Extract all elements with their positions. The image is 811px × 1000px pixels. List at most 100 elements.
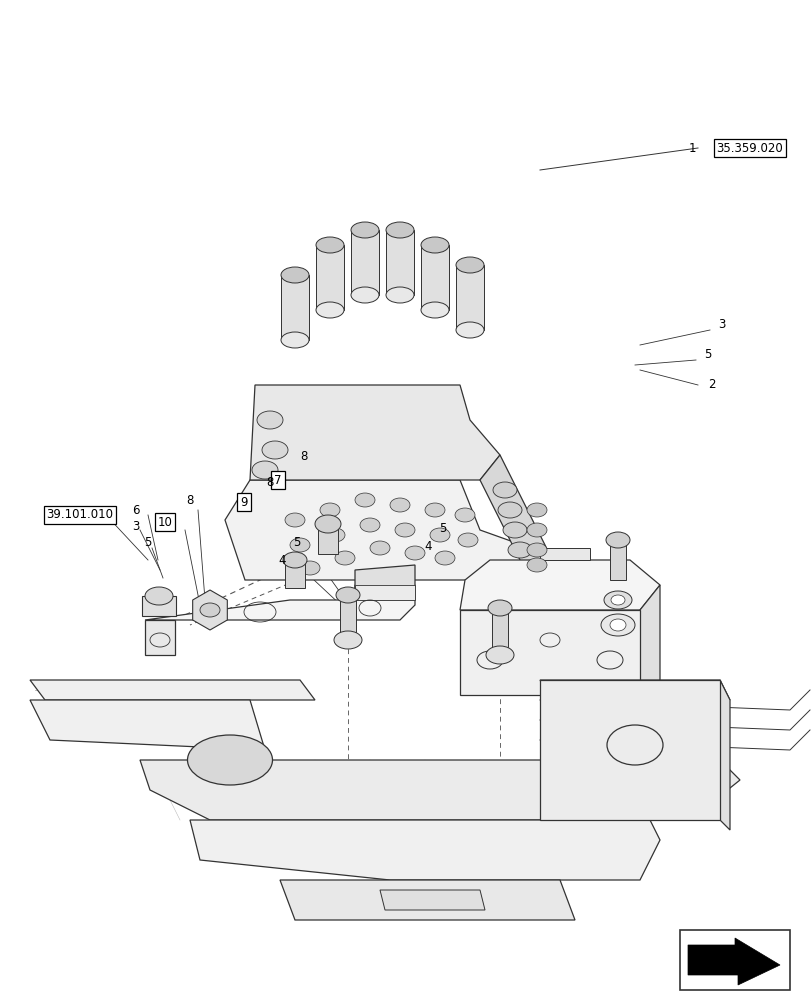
Ellipse shape	[370, 541, 389, 555]
Polygon shape	[250, 385, 500, 480]
Ellipse shape	[456, 257, 483, 273]
Ellipse shape	[430, 528, 449, 542]
Ellipse shape	[354, 493, 375, 507]
Bar	[456, 265, 483, 330]
Text: 5: 5	[144, 536, 152, 550]
Polygon shape	[225, 480, 549, 580]
Ellipse shape	[283, 552, 307, 568]
Ellipse shape	[508, 542, 531, 558]
Polygon shape	[145, 585, 414, 620]
Ellipse shape	[315, 302, 344, 318]
Ellipse shape	[333, 631, 362, 649]
Ellipse shape	[394, 523, 414, 537]
Ellipse shape	[262, 441, 288, 459]
Ellipse shape	[187, 735, 272, 785]
Bar	[318, 524, 337, 554]
Ellipse shape	[285, 513, 305, 527]
Polygon shape	[354, 565, 414, 600]
Text: 5: 5	[703, 349, 710, 361]
Ellipse shape	[350, 222, 379, 238]
Bar	[679, 930, 789, 990]
Text: 7: 7	[274, 474, 281, 487]
Text: 3: 3	[132, 520, 139, 532]
Text: 35.359.020: 35.359.020	[716, 142, 783, 155]
Ellipse shape	[405, 546, 424, 560]
Ellipse shape	[281, 267, 309, 283]
Ellipse shape	[600, 614, 634, 636]
Ellipse shape	[420, 237, 448, 253]
Ellipse shape	[350, 287, 379, 303]
Ellipse shape	[281, 332, 309, 348]
Ellipse shape	[336, 587, 359, 603]
Ellipse shape	[335, 551, 354, 565]
Text: 1: 1	[688, 142, 695, 155]
Ellipse shape	[200, 603, 220, 617]
Bar	[491, 608, 508, 650]
Bar	[281, 275, 309, 340]
Polygon shape	[30, 680, 315, 700]
Text: 39.101.010: 39.101.010	[46, 508, 114, 522]
Ellipse shape	[526, 523, 547, 537]
Ellipse shape	[389, 498, 410, 512]
Ellipse shape	[145, 587, 173, 605]
Ellipse shape	[497, 502, 521, 518]
Ellipse shape	[315, 515, 341, 533]
Ellipse shape	[359, 518, 380, 532]
Bar	[285, 560, 305, 588]
Ellipse shape	[324, 528, 345, 542]
Ellipse shape	[454, 508, 474, 522]
Ellipse shape	[251, 461, 277, 479]
Text: 2: 2	[707, 378, 714, 391]
Ellipse shape	[492, 482, 517, 498]
Ellipse shape	[315, 237, 344, 253]
Polygon shape	[719, 680, 729, 830]
Ellipse shape	[299, 561, 320, 575]
Ellipse shape	[424, 503, 444, 517]
Text: 5: 5	[293, 536, 300, 548]
Ellipse shape	[420, 302, 448, 318]
Ellipse shape	[526, 543, 547, 557]
Text: 3: 3	[718, 318, 725, 332]
Polygon shape	[460, 610, 639, 695]
Ellipse shape	[610, 595, 624, 605]
Polygon shape	[190, 820, 659, 880]
Text: 9: 9	[240, 495, 247, 508]
Text: 4: 4	[278, 554, 285, 566]
Polygon shape	[192, 590, 227, 630]
Ellipse shape	[456, 322, 483, 338]
Polygon shape	[539, 680, 719, 820]
Polygon shape	[539, 680, 729, 700]
Ellipse shape	[435, 551, 454, 565]
Text: 8: 8	[266, 476, 273, 488]
Polygon shape	[354, 585, 414, 600]
Polygon shape	[280, 880, 574, 920]
Bar	[420, 245, 448, 310]
Bar	[315, 245, 344, 310]
Ellipse shape	[603, 591, 631, 609]
Text: 4: 4	[423, 540, 431, 552]
Ellipse shape	[526, 503, 547, 517]
Polygon shape	[479, 455, 549, 580]
Ellipse shape	[320, 503, 340, 517]
Ellipse shape	[385, 222, 414, 238]
Ellipse shape	[609, 619, 625, 631]
Text: 10: 10	[157, 516, 172, 528]
Ellipse shape	[257, 411, 283, 429]
Bar	[385, 230, 414, 295]
Ellipse shape	[290, 538, 310, 552]
Ellipse shape	[385, 287, 414, 303]
Polygon shape	[639, 585, 659, 695]
Bar	[142, 596, 176, 616]
Text: 8: 8	[300, 450, 307, 462]
Ellipse shape	[502, 522, 526, 538]
Polygon shape	[30, 700, 264, 750]
Text: 8: 8	[186, 493, 194, 506]
Polygon shape	[460, 560, 659, 610]
Polygon shape	[145, 620, 175, 655]
Ellipse shape	[487, 600, 512, 616]
Polygon shape	[380, 890, 484, 910]
Polygon shape	[539, 548, 590, 560]
Ellipse shape	[486, 646, 513, 664]
Bar	[609, 540, 625, 580]
Ellipse shape	[605, 532, 629, 548]
